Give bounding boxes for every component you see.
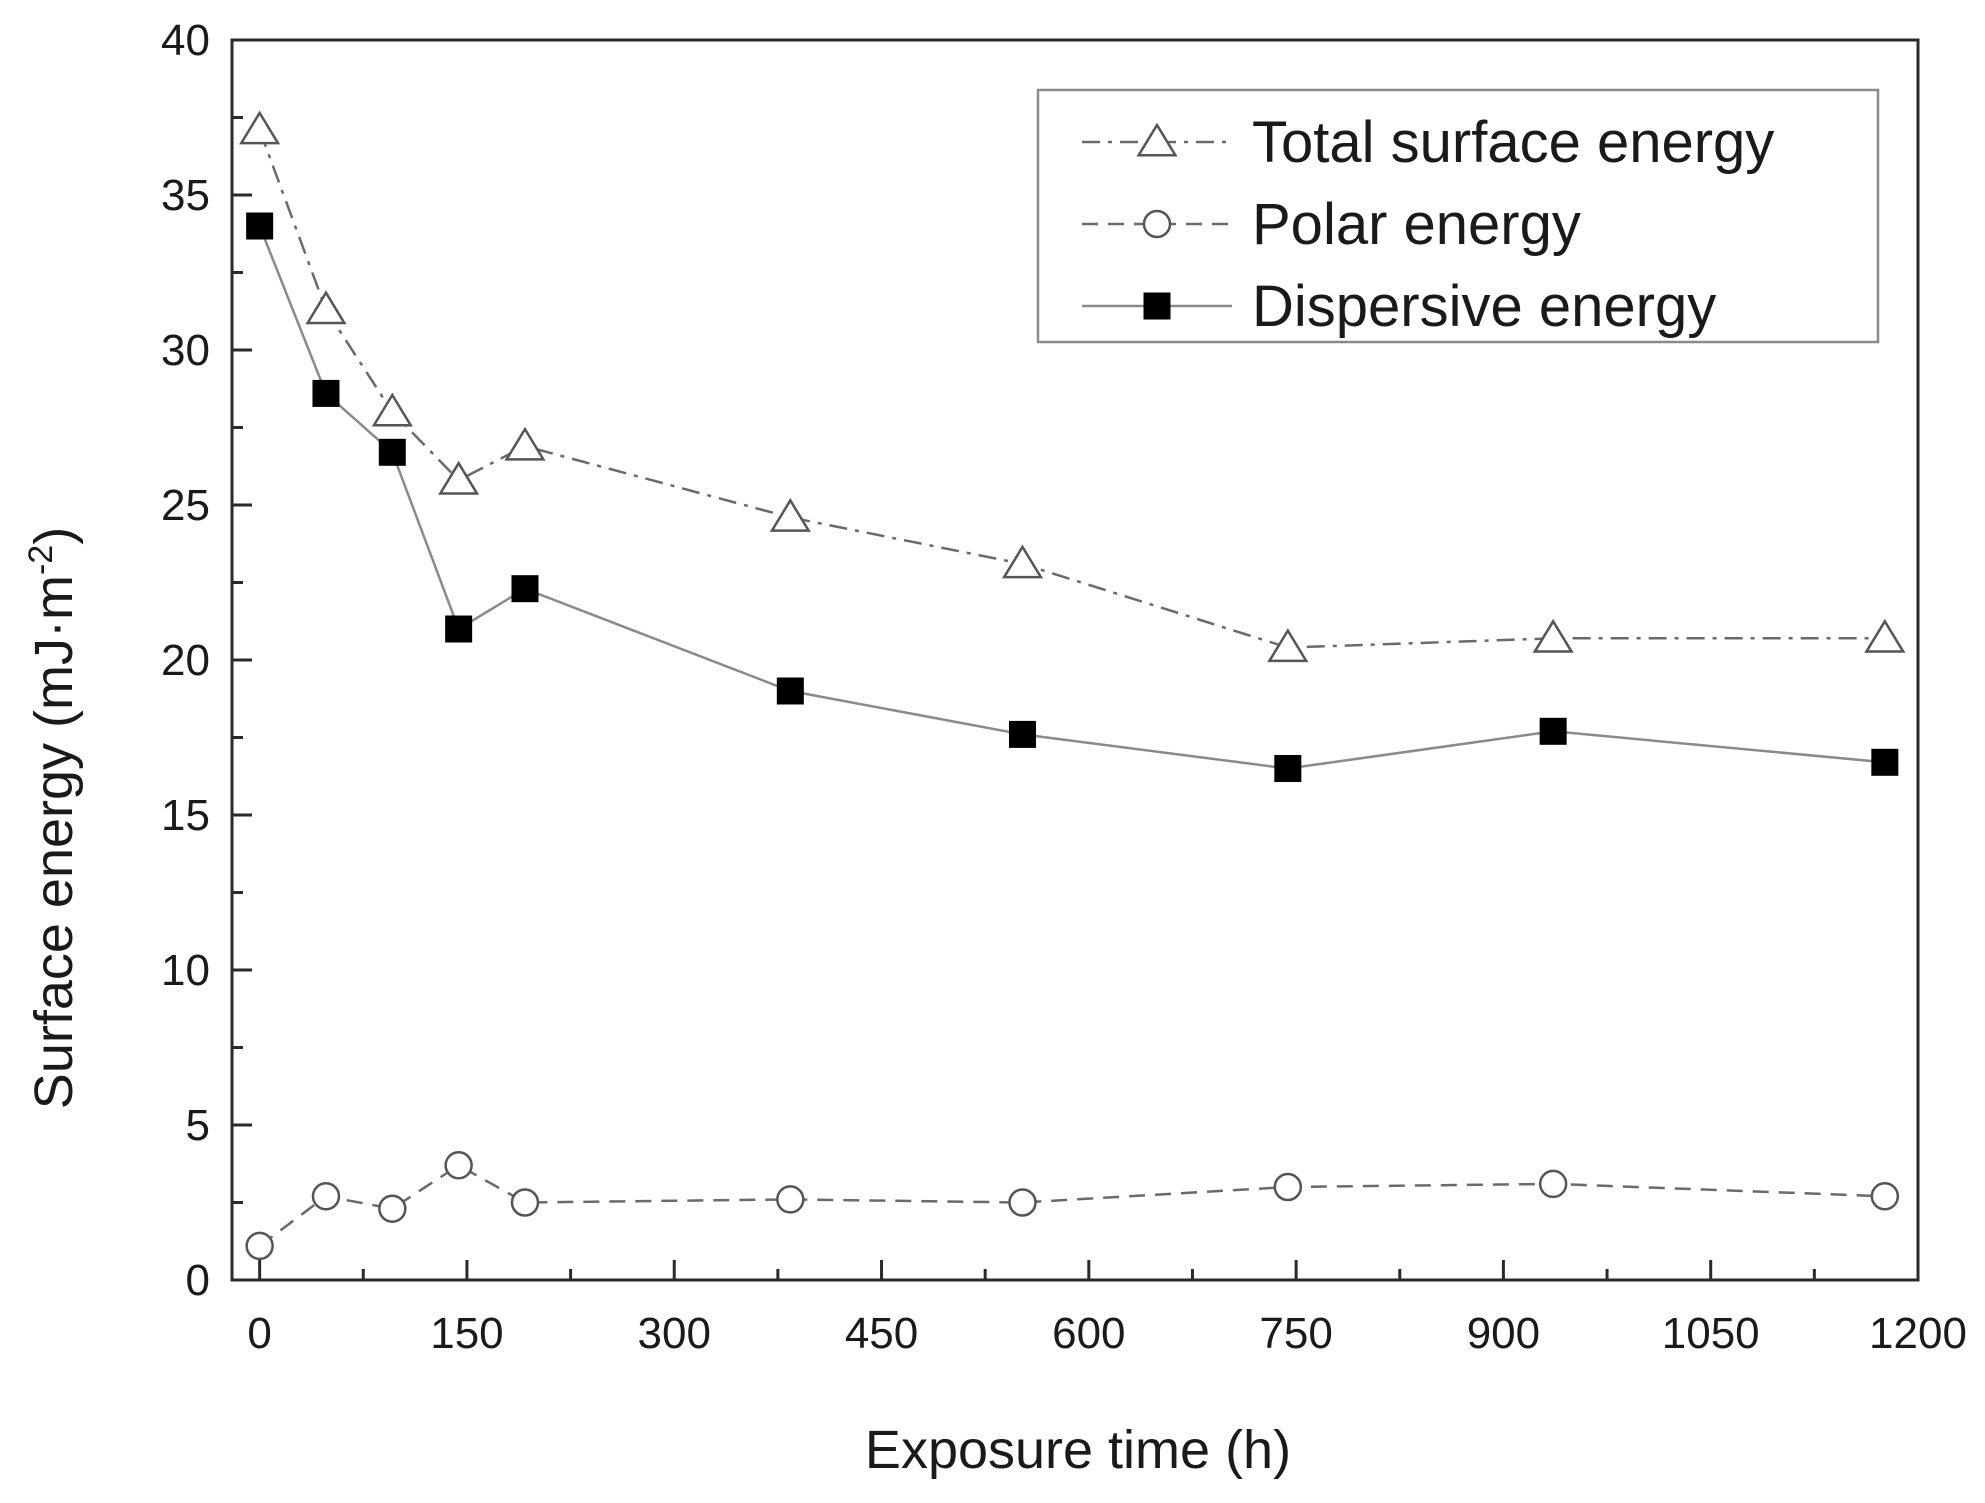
dispersive-energy-marker bbox=[246, 212, 274, 240]
y-axis-title-superscript: -2 bbox=[22, 545, 60, 575]
x-tick-label: 0 bbox=[247, 1309, 271, 1358]
dispersive-energy-marker bbox=[1008, 720, 1036, 748]
polar-energy-marker bbox=[1008, 1188, 1037, 1217]
y-tick-label: 15 bbox=[161, 791, 210, 840]
legend-polar-energy-marker bbox=[1142, 209, 1172, 239]
x-tick-label: 300 bbox=[638, 1309, 711, 1358]
x-tick-label: 600 bbox=[1052, 1309, 1125, 1358]
legend-polar-energy-label: Polar energy bbox=[1252, 192, 1581, 257]
total-surface-energy-marker bbox=[504, 426, 546, 461]
y-tick-label: 30 bbox=[161, 326, 210, 375]
total-surface-energy-marker bbox=[239, 110, 281, 145]
y-axis-title: Surface energy (mJ·m-2) bbox=[22, 527, 84, 1109]
total-surface-energy-marker bbox=[305, 290, 347, 325]
dispersive-energy-line bbox=[258, 225, 1885, 770]
legend: Total surface energy Polar energy Dispersi… bbox=[1036, 88, 1880, 344]
y-tick-label: 40 bbox=[161, 16, 210, 65]
polar-energy-marker bbox=[378, 1194, 407, 1223]
total-surface-energy-marker bbox=[769, 497, 811, 532]
legend-dispersive-energy-marker bbox=[1143, 292, 1171, 320]
y-tick-label: 25 bbox=[161, 481, 210, 530]
polar-energy-marker bbox=[245, 1231, 274, 1261]
polar-energy-marker bbox=[510, 1188, 540, 1217]
x-tick-label: 450 bbox=[845, 1309, 918, 1358]
series-polar-energy bbox=[245, 1151, 1900, 1261]
x-axis-title: Exposure time (h) bbox=[865, 1420, 1291, 1480]
legend-total-surface-energy-label: Total surface energy bbox=[1252, 110, 1774, 175]
x-tick-label: 1050 bbox=[1662, 1309, 1760, 1358]
dispersive-energy-marker bbox=[445, 615, 473, 643]
polar-energy-marker bbox=[444, 1151, 473, 1180]
x-tick-label: 1200 bbox=[1869, 1309, 1967, 1358]
y-axis-title-close: ) bbox=[24, 527, 84, 545]
dispersive-energy-marker bbox=[511, 575, 539, 603]
polar-energy-marker bbox=[1870, 1182, 1900, 1211]
y-tick-label: 5 bbox=[186, 1101, 210, 1150]
legend-total-surface-energy-marker bbox=[1136, 122, 1178, 157]
x-tick-label: 150 bbox=[430, 1309, 503, 1358]
total-surface-energy-marker bbox=[438, 460, 480, 495]
total-surface-energy-marker bbox=[371, 392, 413, 427]
legend-box bbox=[1036, 88, 1880, 344]
polar-energy-marker bbox=[776, 1185, 805, 1214]
y-tick-label: 20 bbox=[161, 636, 210, 685]
polar-energy-line bbox=[258, 1163, 1885, 1247]
y-axis-title-main: Surface energy (mJ·m bbox=[24, 575, 84, 1109]
total-surface-energy-line bbox=[258, 129, 1885, 649]
total-surface-energy-marker bbox=[1532, 618, 1574, 653]
total-surface-energy-marker bbox=[1864, 618, 1906, 653]
dispersive-energy-marker bbox=[378, 438, 406, 466]
axes-layer: 0 150 300 450 600 750 900 1050 1200 0 5 10 15 20 25 30 3… bbox=[161, 16, 1967, 1358]
series-layer bbox=[239, 110, 1906, 1261]
polar-energy-marker bbox=[1538, 1169, 1568, 1199]
y-tick-label: 35 bbox=[161, 171, 210, 220]
series-dispersive-energy bbox=[246, 212, 1899, 782]
dispersive-energy-marker bbox=[312, 379, 340, 407]
total-surface-energy-marker bbox=[1001, 544, 1044, 579]
dispersive-energy-marker bbox=[1274, 755, 1302, 782]
series-total-surface-energy bbox=[239, 110, 1906, 663]
total-surface-energy-marker bbox=[1267, 628, 1309, 663]
dispersive-energy-marker bbox=[1539, 717, 1567, 745]
dispersive-energy-marker bbox=[776, 677, 804, 705]
legend-dispersive-energy-label: Dispersive energy bbox=[1252, 274, 1716, 339]
polar-energy-marker bbox=[311, 1182, 341, 1211]
polar-energy-marker bbox=[1273, 1172, 1303, 1202]
dispersive-energy-marker bbox=[1871, 748, 1899, 776]
x-tick-label: 900 bbox=[1467, 1309, 1540, 1358]
y-tick-label: 0 bbox=[186, 1256, 210, 1305]
x-tick-label: 750 bbox=[1259, 1309, 1332, 1358]
y-tick-label: 10 bbox=[161, 946, 210, 995]
